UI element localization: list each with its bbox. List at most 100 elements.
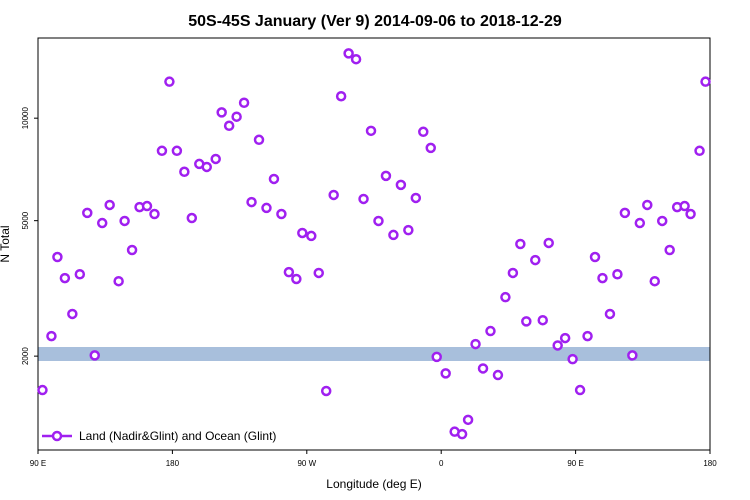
- x-tick-label: 90 E: [30, 459, 46, 468]
- point: [418, 126, 429, 138]
- point: [283, 266, 295, 278]
- y-tick-label: 5000: [21, 211, 30, 229]
- point: [403, 224, 414, 236]
- point: [141, 200, 153, 212]
- point: [89, 350, 100, 361]
- point: [223, 120, 235, 132]
- x-tick-label: 90 E: [567, 459, 583, 468]
- point: [201, 161, 212, 173]
- point: [537, 314, 548, 326]
- x-tick-label: 90 W: [297, 459, 316, 468]
- legend-label: Land (Nadir&Glint) and Ocean (Glint): [79, 429, 276, 443]
- point: [462, 414, 474, 426]
- point: [74, 268, 86, 280]
- point: [500, 291, 511, 303]
- point: [679, 200, 690, 212]
- point: [96, 217, 108, 229]
- point: [685, 208, 696, 220]
- point: [425, 142, 436, 154]
- legend-marker: [51, 430, 63, 442]
- point: [350, 53, 362, 65]
- point: [306, 230, 317, 242]
- point: [313, 267, 324, 279]
- y-axis-label: N Total: [0, 225, 12, 262]
- point: [37, 384, 48, 396]
- point: [119, 215, 130, 227]
- point: [664, 244, 675, 256]
- point: [470, 338, 481, 350]
- chart-title: 50S-45S January (Ver 9) 2014-09-06 to 20…: [188, 13, 562, 30]
- point: [456, 428, 468, 440]
- point: [253, 134, 265, 146]
- point: [156, 145, 168, 157]
- point: [543, 237, 554, 249]
- point: [126, 244, 138, 256]
- point: [649, 275, 660, 287]
- point: [656, 215, 668, 227]
- point: [567, 353, 578, 365]
- point: [492, 369, 504, 381]
- point: [171, 145, 183, 157]
- point: [694, 145, 705, 157]
- point: [238, 97, 250, 109]
- point: [582, 330, 593, 342]
- point: [164, 76, 175, 87]
- point: [231, 111, 242, 122]
- point: [268, 173, 280, 185]
- point: [320, 385, 332, 397]
- point: [589, 251, 601, 263]
- point: [210, 153, 221, 165]
- x-tick-label: 180: [166, 459, 180, 468]
- point: [67, 308, 78, 320]
- x-tick-label: 0: [439, 459, 444, 468]
- point: [597, 272, 608, 284]
- point: [343, 48, 354, 59]
- point: [521, 316, 532, 327]
- point: [559, 332, 571, 344]
- point: [179, 166, 190, 178]
- point: [604, 308, 616, 320]
- point: [335, 90, 347, 102]
- point: [261, 202, 272, 214]
- point: [431, 351, 442, 363]
- point: [358, 193, 369, 205]
- point: [612, 268, 623, 280]
- point: [113, 275, 124, 287]
- point: [46, 330, 57, 342]
- point: [515, 238, 526, 250]
- point: [276, 208, 287, 220]
- point: [634, 217, 646, 229]
- point: [395, 179, 407, 191]
- point: [642, 199, 653, 211]
- y-tick-label: 10000: [21, 107, 30, 130]
- point: [297, 227, 308, 239]
- point: [574, 384, 586, 396]
- ocean-band: [38, 347, 710, 361]
- point: [149, 208, 160, 220]
- point: [477, 363, 489, 374]
- point: [552, 340, 563, 351]
- point: [700, 76, 711, 87]
- point: [373, 215, 384, 227]
- point: [186, 212, 198, 224]
- x-tick-label: 180: [703, 459, 717, 468]
- point: [485, 325, 496, 337]
- point: [530, 254, 541, 266]
- point: [507, 267, 519, 279]
- point: [52, 251, 63, 263]
- point: [619, 207, 631, 219]
- plot-frame: [37, 37, 711, 451]
- point: [365, 125, 377, 137]
- x-axis-label: Longitude (deg E): [326, 477, 421, 491]
- y-tick-label: 2000: [21, 347, 30, 365]
- point: [328, 189, 339, 201]
- point: [380, 170, 392, 182]
- point: [59, 272, 71, 284]
- point: [410, 192, 422, 204]
- point: [246, 196, 257, 208]
- point: [388, 229, 399, 241]
- point: [627, 350, 638, 361]
